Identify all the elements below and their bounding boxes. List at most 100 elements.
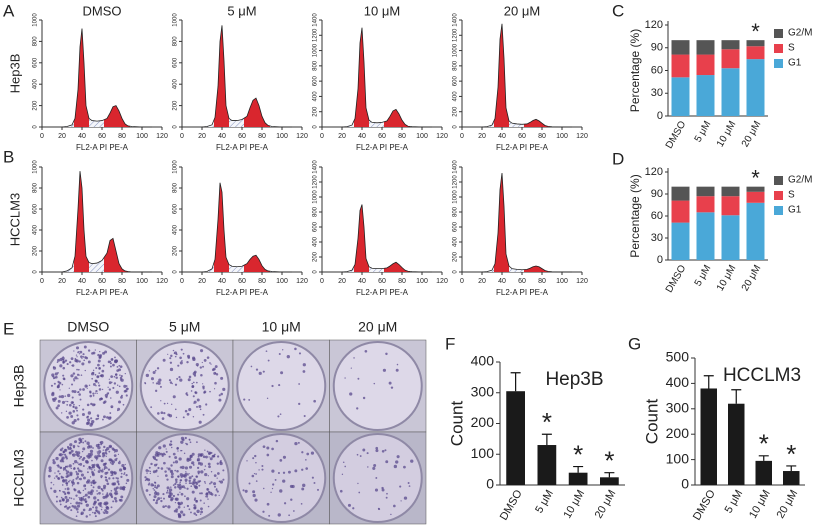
- y-tick-label: 100: [666, 450, 690, 466]
- y-tick-label: 1000: [173, 13, 179, 27]
- y-tick-label: 400: [33, 79, 39, 90]
- y-tick-label: 1000: [173, 160, 179, 174]
- outline: [481, 172, 572, 273]
- y-tick-label: 1000: [33, 160, 39, 174]
- x-tick-label: 20 μM: [740, 119, 764, 149]
- bar: [506, 391, 525, 485]
- bar-segment: [721, 49, 740, 69]
- x-tick-label: 40: [218, 133, 226, 140]
- y-tick-label: 200: [173, 100, 179, 111]
- fit-peak: [494, 173, 550, 272]
- y-tick-label: 1200: [313, 28, 319, 42]
- chart-title: Hep3B: [545, 369, 603, 390]
- x-axis-label: FL2-A PI PE-A: [356, 288, 409, 297]
- y-tick-label: 400: [33, 224, 39, 235]
- legend-swatch: [774, 59, 783, 68]
- bar-segment: [671, 200, 690, 223]
- fit-peak: [214, 182, 270, 272]
- x-tick-label: 10 μM: [561, 488, 587, 521]
- axis: [181, 20, 302, 128]
- x-tick-label: 20: [478, 133, 486, 140]
- y-tick-label: 0: [313, 270, 319, 274]
- outline: [341, 204, 432, 273]
- colonies: [144, 436, 225, 519]
- x-tick-label: 80: [398, 133, 406, 140]
- axis: [461, 20, 582, 128]
- y-tick-label: 1000: [313, 43, 319, 57]
- x-tick-label: 5 μM: [693, 119, 714, 144]
- outline: [201, 182, 292, 273]
- x-tick-label: 60: [98, 133, 106, 140]
- y-tick-label: 1400: [313, 13, 319, 27]
- fit-peak: [354, 204, 410, 272]
- axis: [461, 167, 582, 273]
- panel-letter: G: [628, 334, 641, 353]
- y-tick-label: 400: [173, 79, 179, 90]
- bar-segment: [671, 222, 690, 260]
- x-tick-label: 0: [460, 278, 464, 285]
- y-tick-label: 400: [173, 224, 179, 235]
- bar: [755, 460, 772, 485]
- x-tick-label: 120: [296, 278, 308, 285]
- x-tick-label: 20: [478, 278, 486, 285]
- y-tick-label: 0: [657, 110, 663, 122]
- chart-title: HCCLM3: [723, 365, 801, 386]
- y-tick-label: 800: [33, 182, 39, 193]
- y-tick-label: 1000: [453, 190, 459, 204]
- x-tick-label: 0: [40, 278, 44, 285]
- y-tick-label: 1200: [453, 28, 459, 42]
- column-header: 20 μM: [358, 319, 397, 335]
- x-tick-label: 100: [556, 133, 568, 140]
- bar-segment: [696, 196, 715, 213]
- significance: *: [751, 19, 760, 44]
- x-tick-label: 60: [518, 278, 526, 285]
- y-tick-label: 200: [471, 414, 495, 430]
- x-tick-label: 40: [78, 278, 86, 285]
- x-tick-label: 20: [338, 133, 346, 140]
- y-axis-label: Count: [642, 399, 661, 445]
- fit-peak: [354, 27, 410, 127]
- legend-swatch: [774, 29, 783, 38]
- x-tick-label: 80: [258, 278, 266, 285]
- bar: [600, 477, 619, 485]
- significance: *: [573, 439, 583, 469]
- x-axis-label: FL2-A PI PE-A: [216, 143, 269, 152]
- colonies: [144, 348, 226, 424]
- legend-label: S: [788, 43, 795, 54]
- legend-swatch: [774, 44, 783, 53]
- y-tick-label: 200: [453, 251, 459, 262]
- x-tick-label: 100: [416, 278, 428, 285]
- y-tick-label: 0: [33, 125, 39, 129]
- x-tick-label: 60: [378, 278, 386, 285]
- axis: [321, 167, 442, 273]
- fit-peak: [214, 25, 270, 127]
- x-tick-label: 20 μM: [740, 263, 764, 293]
- x-tick-label: 100: [136, 133, 148, 140]
- bar: [783, 471, 800, 485]
- x-tick-label: 40: [78, 133, 86, 140]
- x-tick-label: 120: [576, 133, 588, 140]
- x-axis-label: FL2-A PI PE-A: [216, 288, 269, 297]
- bar-segment: [696, 186, 715, 197]
- bar-segment: [671, 54, 690, 78]
- x-tick-label: 40: [498, 278, 506, 285]
- column-header: 10 μM: [262, 319, 301, 335]
- legend-swatch: [774, 191, 783, 200]
- y-tick-label: 0: [486, 476, 494, 492]
- x-tick-label: 60: [238, 133, 246, 140]
- significance: *: [759, 429, 769, 459]
- panel-letter: E: [3, 319, 14, 338]
- error-bar: [758, 455, 769, 461]
- bar: [537, 445, 557, 485]
- bar-segment: [671, 77, 690, 116]
- y-tick-label: 200: [313, 106, 319, 117]
- x-tick-label: 100: [416, 133, 428, 140]
- bar-segment: [721, 186, 740, 197]
- panel-letter: D: [612, 149, 624, 168]
- y-tick-label: 600: [313, 221, 319, 232]
- bar-segment: [671, 186, 690, 201]
- x-tick-label: 20: [58, 133, 66, 140]
- outline: [61, 171, 152, 273]
- y-tick-label: 1000: [313, 190, 319, 204]
- x-tick-label: 5 μM: [723, 488, 746, 515]
